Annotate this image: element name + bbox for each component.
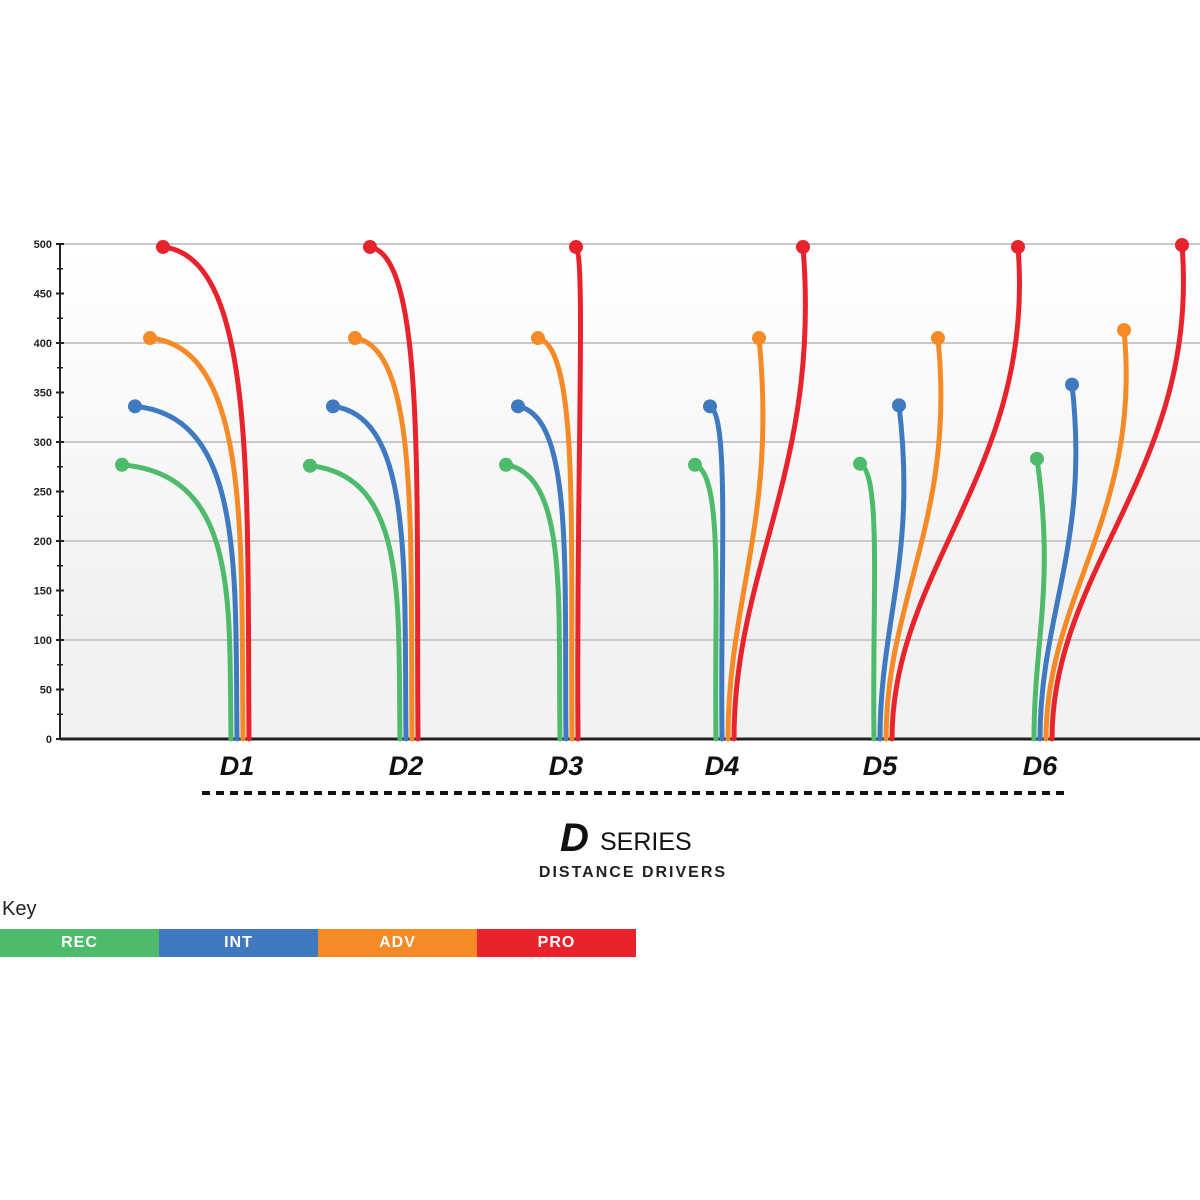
key-item-rec: REC — [0, 929, 159, 957]
end-point-d6-pro — [1175, 237, 1189, 252]
flight-path-d6-int — [1037, 382, 1079, 742]
y-tick-label: 150 — [34, 586, 52, 598]
key-item-int: INT — [159, 929, 318, 957]
category-label-d5: D5 — [863, 751, 898, 781]
flight-path-d1-pro — [160, 244, 252, 742]
y-tick-label: 450 — [34, 289, 52, 301]
chart-subtitle: DISTANCE DRIVERS — [539, 864, 727, 881]
end-point-d3-rec — [499, 457, 513, 472]
flight-path-d1-adv — [147, 335, 246, 742]
flight-path-d5-pro — [889, 244, 1022, 742]
end-point-d2-adv — [348, 331, 362, 346]
end-point-d5-rec — [853, 456, 867, 471]
category-label-d3: D3 — [549, 751, 584, 781]
key-title: Key — [2, 898, 37, 920]
end-point-d4-pro — [796, 239, 810, 254]
flight-path-d5-int — [877, 402, 907, 742]
y-tick-label: 0 — [46, 734, 52, 746]
flight-path-d3-int — [515, 403, 569, 742]
end-point-d1-adv — [143, 331, 157, 346]
flight-path-d4-adv — [725, 335, 766, 742]
flight-path-d6-pro — [1049, 242, 1186, 742]
end-point-d5-pro — [1011, 239, 1025, 254]
flight-path-d1-int — [132, 403, 240, 742]
flight-path-d2-pro — [367, 244, 421, 742]
flight-path-d2-adv — [352, 335, 415, 742]
disc-labels: D1 D2 D3 D4 D5 D6 — [220, 751, 1058, 781]
end-point-d2-int — [326, 399, 340, 414]
logo-d-letter: D — [560, 816, 589, 860]
flight-paths — [115, 237, 1189, 742]
y-tick-label: 350 — [34, 388, 52, 400]
end-point-d3-int — [511, 399, 525, 414]
category-label-d4: D4 — [705, 751, 740, 781]
y-tick-label: 300 — [34, 437, 52, 449]
category-label-d6: D6 — [1023, 751, 1058, 781]
end-point-d5-int — [892, 398, 906, 413]
flight-path-d4-rec — [692, 462, 719, 742]
y-tick-label: 250 — [34, 487, 52, 499]
flight-path-d4-int — [707, 403, 726, 742]
key-item-adv: ADV — [318, 929, 477, 957]
end-point-d4-int — [703, 399, 717, 414]
flight-path-d4-pro — [731, 244, 808, 742]
end-point-d1-rec — [115, 457, 129, 472]
end-point-d1-int — [128, 399, 142, 414]
flight-path-d3-adv — [535, 335, 575, 742]
flight-path-d6-rec — [1031, 456, 1047, 742]
end-point-d5-adv — [931, 331, 945, 346]
end-point-d6-adv — [1117, 323, 1131, 338]
flight-path-d6-adv — [1043, 327, 1129, 742]
chart-title: SERIES — [600, 828, 692, 856]
y-tick-label: 400 — [34, 338, 52, 350]
end-point-d3-pro — [569, 239, 583, 254]
flight-path-d5-rec — [857, 461, 878, 742]
y-tick-label: 100 — [34, 635, 52, 647]
end-point-d4-rec — [688, 457, 702, 472]
flight-path-d1-rec — [119, 462, 234, 742]
flight-path-d3-pro — [573, 244, 584, 742]
end-point-d6-rec — [1030, 451, 1044, 466]
category-label-d1: D1 — [220, 751, 255, 781]
flight-path-d5-adv — [883, 335, 944, 742]
series-logo: D SERIES DISTANCE DRIVERS — [539, 816, 727, 881]
end-point-d1-pro — [156, 239, 170, 254]
end-point-d2-rec — [303, 458, 317, 473]
end-point-d2-pro — [363, 239, 377, 254]
flight-path-d2-rec — [307, 463, 403, 742]
y-axis: 0 50 100 150 200 250 300 350 400 450 500 — [34, 239, 1200, 746]
end-point-d4-adv — [752, 331, 766, 346]
key-item-pro: PRO — [477, 929, 636, 957]
end-point-d3-adv — [531, 331, 545, 346]
key-legend: REC INT ADV PRO — [0, 929, 636, 957]
y-tick-label: 50 — [40, 685, 52, 697]
y-tick-label: 500 — [34, 239, 52, 251]
y-tick-label: 200 — [34, 536, 52, 548]
flight-path-d2-int — [330, 403, 409, 742]
category-label-d2: D2 — [389, 751, 424, 781]
flight-path-d3-rec — [503, 462, 563, 742]
end-point-d6-int — [1065, 377, 1079, 392]
